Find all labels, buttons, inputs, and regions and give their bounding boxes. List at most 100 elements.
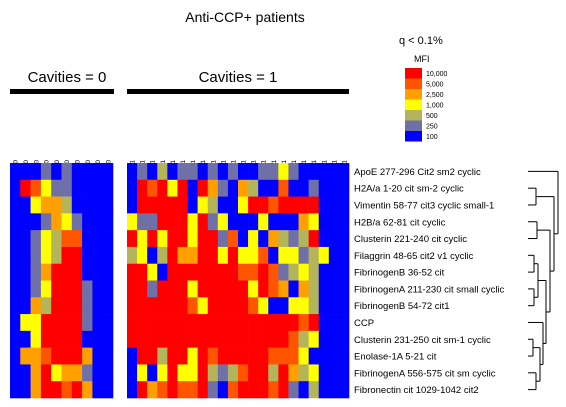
heatmap-cell: [338, 297, 350, 315]
heatmap-cell: [278, 297, 289, 315]
heatmap-cell: [30, 330, 42, 348]
heatmap-cell: [258, 230, 269, 248]
heatmap-cell: [318, 314, 330, 332]
heatmap-cell: [20, 246, 31, 265]
heatmap-cell: [61, 330, 73, 348]
heatmap-cell: [102, 230, 114, 248]
mfi-legend: 10,000 5,000 2,500 1,000 500 250 100: [405, 68, 448, 142]
heatmap-cell: [167, 297, 178, 315]
heatmap-cell: [308, 280, 320, 298]
heatmap-cell: [227, 179, 239, 197]
heatmap-cell: [278, 163, 289, 181]
heatmap-cell: [227, 297, 239, 315]
heatmap-cell: [318, 297, 330, 315]
heatmap-cell: [217, 163, 229, 181]
heatmap-cell: [227, 213, 239, 231]
heatmap-cell: [92, 314, 103, 332]
heatmap-cell: [167, 246, 178, 265]
heatmap-cell: [278, 179, 289, 197]
heatmap-cell: [82, 246, 93, 265]
heatmap-cell: [61, 280, 73, 298]
heatmap-cell: [308, 263, 320, 281]
heatmap-cell: [278, 347, 289, 365]
heatmap-cell: [187, 246, 198, 265]
heatmap-cell: [167, 179, 178, 197]
heatmap-cell: [238, 196, 249, 214]
heatmap-cell: [238, 364, 249, 382]
heatmap-cell: [102, 381, 114, 399]
row-label: FibrinogenB 36-52 cit: [354, 268, 445, 279]
heatmap-cell: [20, 297, 31, 315]
heatmap-cell: [268, 297, 279, 315]
heatmap-cell: [328, 213, 340, 231]
heatmap-cell: [82, 314, 93, 332]
heatmap-cell: [167, 263, 178, 281]
heatmap-cell: [40, 381, 52, 399]
heatmap-cell: [227, 280, 239, 298]
heatmap-cell: [137, 230, 148, 248]
heatmap-cell: [157, 263, 168, 281]
heatmap-cell: [197, 246, 209, 265]
heatmap-cell: [227, 230, 239, 248]
heatmap-cell: [102, 163, 114, 181]
heatmap-cell: [217, 347, 229, 365]
heatmap-cell: [318, 179, 330, 197]
row-label: Clusterin 231-250 cit sm-1 cyclic: [354, 335, 491, 346]
significance-label: q < 0.1%: [399, 35, 443, 47]
heatmap-cell: [268, 179, 279, 197]
heatmap-cell: [338, 364, 350, 382]
heatmap-cell: [338, 330, 350, 348]
row-label: FibrinogenA 211-230 cit small cyclic: [354, 284, 505, 295]
heatmap-cell: [167, 163, 178, 181]
heatmap-cell: [288, 196, 299, 214]
heatmap-cell: [227, 381, 239, 399]
heatmap-cell: [71, 263, 83, 281]
heatmap-cell: [61, 179, 73, 197]
heatmap-cell: [197, 163, 209, 181]
heatmap-cell: [167, 347, 178, 365]
heatmap-cell: [288, 364, 299, 382]
heatmap-cell: [40, 364, 52, 382]
heatmap-cell: [51, 381, 62, 399]
heatmap-cell: [127, 297, 138, 315]
heatmap-cell: [71, 297, 83, 315]
heatmap-cell: [207, 347, 219, 365]
heatmap-cell: [298, 280, 309, 298]
heatmap-cell: [92, 280, 103, 298]
heatmap-cell: [318, 347, 330, 365]
heatmap-cell: [30, 381, 42, 399]
heatmap-cell: [207, 196, 219, 214]
heatmap-cell: [92, 364, 103, 382]
heatmap-cell: [82, 381, 93, 399]
heatmap-cell: [51, 230, 62, 248]
heatmap-cell: [71, 347, 83, 365]
heatmap-cell: [318, 213, 330, 231]
heatmap-cell: [278, 263, 289, 281]
heatmap-cell: [258, 246, 269, 265]
row-label: H2B/a 62-81 cit cyclic: [354, 217, 446, 228]
heatmap-cell: [328, 297, 340, 315]
heatmap-cell: [248, 230, 259, 248]
heatmap-cell: [248, 179, 259, 197]
heatmap-cell: [147, 163, 158, 181]
heatmap-cell: [92, 297, 103, 315]
heatmap-cell: [61, 213, 73, 231]
heatmap-cell: [10, 263, 21, 281]
heatmap-cell: [20, 330, 31, 348]
heatmap-cell: [227, 163, 239, 181]
heatmap-cell: [187, 263, 198, 281]
heatmap-cell: [167, 213, 178, 231]
heatmap-cell: [167, 364, 178, 382]
heatmap-cell: [217, 230, 229, 248]
heatmap-cell: [177, 246, 188, 265]
heatmap-cell: [137, 280, 148, 298]
heatmap-cell: [30, 364, 42, 382]
heatmap-cell: [127, 213, 138, 231]
heatmap-cell: [298, 364, 309, 382]
heatmap-cell: [30, 196, 42, 214]
heatmap-cell: [288, 280, 299, 298]
heatmap-cell: [318, 381, 330, 399]
heatmap-cell: [147, 330, 158, 348]
heatmap-cell: [127, 246, 138, 265]
